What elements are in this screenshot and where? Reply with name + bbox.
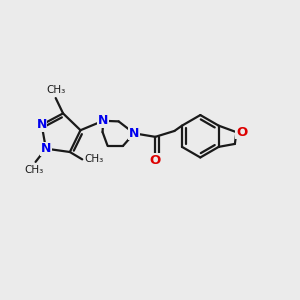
Text: N: N: [37, 118, 47, 131]
Text: CH₃: CH₃: [25, 165, 44, 176]
Text: N: N: [129, 127, 139, 140]
Text: O: O: [236, 126, 247, 139]
Text: O: O: [150, 154, 161, 167]
Text: N: N: [41, 142, 51, 155]
Text: CH₃: CH₃: [46, 85, 65, 94]
Text: N: N: [98, 114, 108, 127]
Text: CH₃: CH₃: [85, 154, 104, 164]
